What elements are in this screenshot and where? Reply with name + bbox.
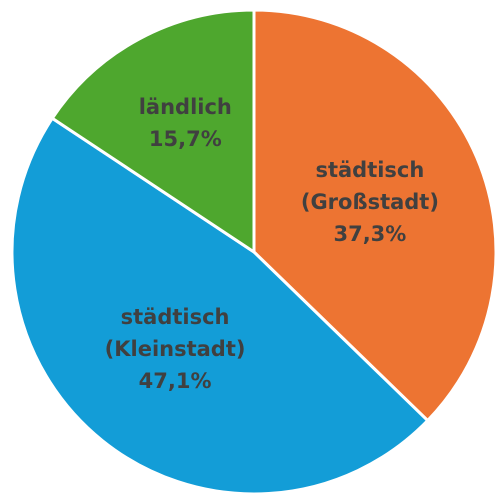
slice-label-line: städtisch (121, 305, 230, 329)
value-label: 37,3% (333, 222, 406, 246)
pie-slice (50, 8, 256, 255)
pie-slice (252, 8, 496, 423)
slice-label-line: (Großstadt) (301, 190, 439, 214)
slice-label: ländlich (139, 95, 232, 119)
slice-label-line: städtisch (315, 158, 424, 182)
value-label: 15,7% (149, 127, 222, 151)
slice-label-line: (Kleinstadt) (105, 337, 246, 361)
slice-label-line: ländlich (139, 95, 232, 119)
pie-slice (10, 116, 430, 496)
slice-label: städtisch (Kleinstadt) (105, 305, 246, 361)
value-label: 47,1% (139, 369, 212, 393)
slice-label: städtisch (Großstadt) (301, 158, 439, 214)
